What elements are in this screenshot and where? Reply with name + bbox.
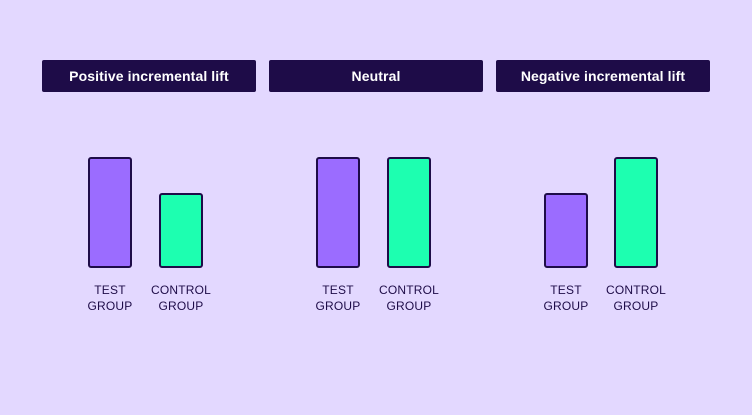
- bar-negative-control: [614, 157, 658, 268]
- bar-neutral-test: [316, 157, 360, 268]
- label-line: TEST: [322, 283, 354, 297]
- bar-positive-test: [88, 157, 132, 268]
- label-line: TEST: [94, 283, 126, 297]
- label-positive-control: CONTROL GROUP: [136, 282, 226, 314]
- label-neutral-control: CONTROL GROUP: [364, 282, 454, 314]
- label-line: CONTROL: [378, 283, 440, 297]
- label-line: CONTROL: [150, 283, 212, 297]
- bar-neutral-control: [387, 157, 431, 268]
- label-line: GROUP: [315, 299, 361, 313]
- bar-positive-control: [159, 193, 203, 268]
- label-line: GROUP: [543, 299, 589, 313]
- bar-negative-test: [544, 193, 588, 268]
- label-line: TEST: [550, 283, 582, 297]
- panel-title-positive: Positive incremental lift: [42, 60, 256, 92]
- label-line: GROUP: [87, 299, 133, 313]
- label-negative-test: TEST GROUP: [521, 282, 611, 314]
- panel-title-neutral: Neutral: [269, 60, 483, 92]
- label-line: GROUP: [158, 299, 204, 313]
- label-line: GROUP: [613, 299, 659, 313]
- label-positive-test: TEST GROUP: [65, 282, 155, 314]
- panel-title-negative: Negative incremental lift: [496, 60, 710, 92]
- label-negative-control: CONTROL GROUP: [591, 282, 681, 314]
- label-line: GROUP: [386, 299, 432, 313]
- label-line: CONTROL: [605, 283, 667, 297]
- label-neutral-test: TEST GROUP: [293, 282, 383, 314]
